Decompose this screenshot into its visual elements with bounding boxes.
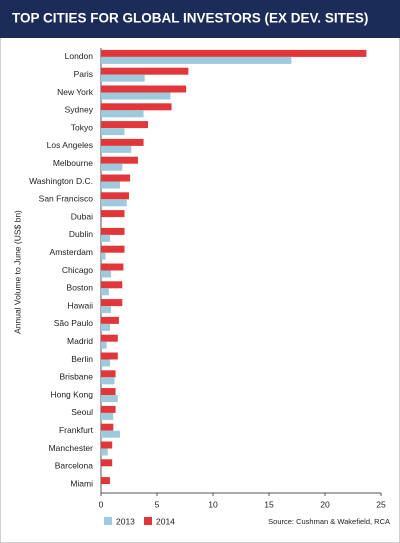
bar xyxy=(101,192,129,200)
legend-swatch xyxy=(104,517,112,525)
y-tick-label: São Paulo xyxy=(54,318,93,328)
bar xyxy=(101,67,189,75)
bar xyxy=(101,370,116,378)
x-tick-label: 25 xyxy=(376,499,386,509)
bar xyxy=(101,74,145,82)
bar xyxy=(101,352,118,360)
bar xyxy=(101,252,106,260)
y-tick-label: Sydney xyxy=(65,105,94,115)
bar xyxy=(101,174,131,182)
bar xyxy=(101,85,187,93)
x-tick-label: 5 xyxy=(155,499,160,509)
bar xyxy=(101,405,116,413)
bar xyxy=(101,181,121,189)
bar xyxy=(101,316,119,324)
bar xyxy=(101,156,138,164)
legend-label: 2013 xyxy=(116,516,135,526)
bar xyxy=(101,377,115,385)
y-tick-label: Berlin xyxy=(71,354,93,364)
y-tick-label: Brisbane xyxy=(59,372,93,382)
bar xyxy=(101,477,110,485)
bar xyxy=(101,341,107,349)
y-axis-label: Annual Volume to June (US$ bn) xyxy=(12,210,22,334)
y-tick-label: Dublin xyxy=(69,229,93,239)
bar xyxy=(101,288,109,296)
bar xyxy=(101,245,125,253)
y-tick-label: Chicago xyxy=(62,265,93,275)
y-tick-label: London xyxy=(65,51,94,61)
bar xyxy=(101,306,112,314)
bar xyxy=(101,227,125,235)
bar xyxy=(101,412,114,420)
y-tick-label: Miami xyxy=(70,478,93,488)
x-tick-label: 10 xyxy=(208,499,218,509)
y-tick-label: Manchester xyxy=(49,443,94,453)
x-tick-label: 0 xyxy=(99,499,104,509)
y-tick-label: Hong Kong xyxy=(50,389,93,399)
x-tick-label: 15 xyxy=(264,499,274,509)
y-tick-label: Amsterdam xyxy=(50,247,93,257)
bar xyxy=(101,359,110,367)
bar xyxy=(101,210,125,218)
bar xyxy=(101,388,116,396)
y-tick-label: Paris xyxy=(74,69,93,79)
bar xyxy=(101,334,118,342)
bar xyxy=(101,128,125,136)
y-tick-label: Boston xyxy=(67,283,94,293)
bar xyxy=(101,163,123,171)
bar xyxy=(101,459,113,467)
bar xyxy=(101,138,144,146)
y-tick-label: New York xyxy=(57,87,94,97)
legend-swatch xyxy=(144,517,152,525)
y-tick-label: Washington D.C. xyxy=(29,176,93,186)
bar xyxy=(101,299,123,307)
bar xyxy=(101,323,110,331)
bar xyxy=(101,199,127,207)
source: Source: Cushman & Wakefield, RCA xyxy=(268,517,390,526)
y-tick-label: Dubai xyxy=(71,211,93,221)
y-tick-label: Madrid xyxy=(67,336,93,346)
bar xyxy=(101,395,118,403)
bar xyxy=(101,281,123,289)
bar xyxy=(101,263,124,271)
bar xyxy=(101,103,172,111)
y-tick-label: Los Angeles xyxy=(47,140,93,150)
x-tick-label: 20 xyxy=(320,499,330,509)
bar xyxy=(101,121,149,129)
bar xyxy=(101,270,112,278)
title-banner xyxy=(0,0,400,38)
bar xyxy=(101,234,110,242)
bar xyxy=(101,448,108,456)
bar xyxy=(101,430,121,438)
y-tick-label: Tokyo xyxy=(71,122,93,132)
legend-label: 2014 xyxy=(156,516,175,526)
bar xyxy=(101,145,132,153)
y-tick-label: Hawaii xyxy=(67,300,93,310)
bar xyxy=(101,423,114,431)
bar xyxy=(101,441,113,449)
y-tick-label: Melbourne xyxy=(53,158,93,168)
bar xyxy=(101,49,367,57)
bar xyxy=(101,92,171,100)
bar xyxy=(101,110,144,118)
y-tick-label: San Francisco xyxy=(39,194,94,204)
y-tick-label: Frankfurt xyxy=(59,425,94,435)
y-tick-label: Seoul xyxy=(71,407,93,417)
chart-title: TOP CITIES FOR GLOBAL INVESTORS (EX DEV.… xyxy=(12,11,368,26)
y-tick-label: Barcelona xyxy=(55,461,94,471)
bar xyxy=(101,56,292,64)
